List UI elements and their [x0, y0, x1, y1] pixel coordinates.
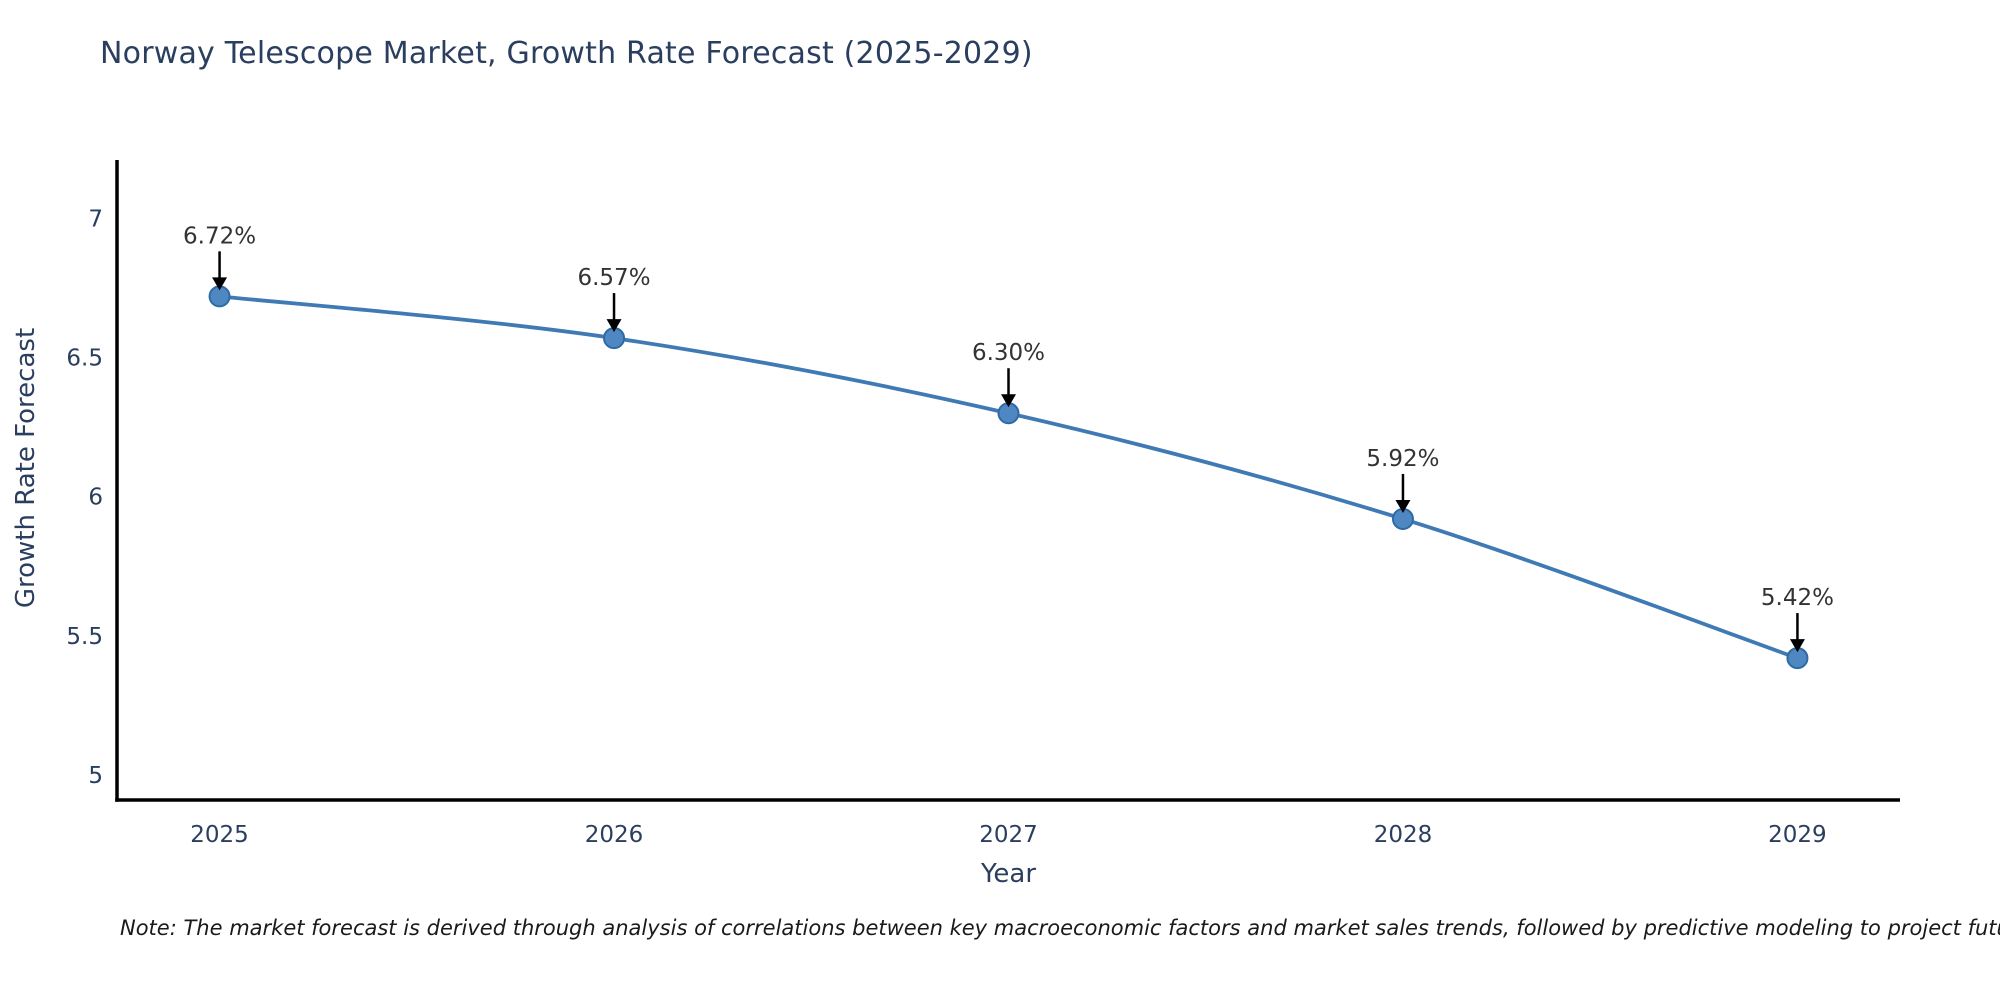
annotation-arrowhead-icon: [1001, 394, 1016, 408]
footnote: Note: The market forecast is derived thr…: [120, 916, 2000, 940]
x-axis-title: Year: [980, 859, 1036, 889]
x-tick-label: 2027: [979, 822, 1038, 848]
y-tick-label: 7: [88, 206, 103, 232]
annotation-label: 5.92%: [1366, 446, 1439, 472]
y-tick-label: 6.5: [66, 346, 103, 372]
y-tick-label: 5: [88, 763, 103, 789]
annotation-label: 6.30%: [972, 340, 1045, 366]
y-tick-label: 6: [88, 485, 103, 511]
y-axis-title: Growth Rate Forecast: [11, 328, 41, 608]
x-tick-label: 2026: [585, 822, 644, 848]
x-tick-label: 2029: [1768, 822, 1827, 848]
chart-title: Norway Telescope Market, Growth Rate For…: [100, 36, 1033, 71]
annotation-label: 6.57%: [577, 265, 650, 291]
annotation-label: 5.42%: [1761, 585, 1834, 611]
x-tick-label: 2025: [190, 822, 249, 848]
annotation-arrowhead-icon: [212, 277, 228, 291]
annotation-label: 6.72%: [183, 223, 256, 249]
annotation-arrowhead-icon: [1395, 499, 1411, 513]
x-tick-label: 2028: [1374, 822, 1433, 848]
annotation-arrowhead-icon: [606, 319, 622, 333]
y-tick-label: 5.5: [66, 624, 103, 650]
annotation-arrowhead-icon: [1789, 639, 1805, 653]
